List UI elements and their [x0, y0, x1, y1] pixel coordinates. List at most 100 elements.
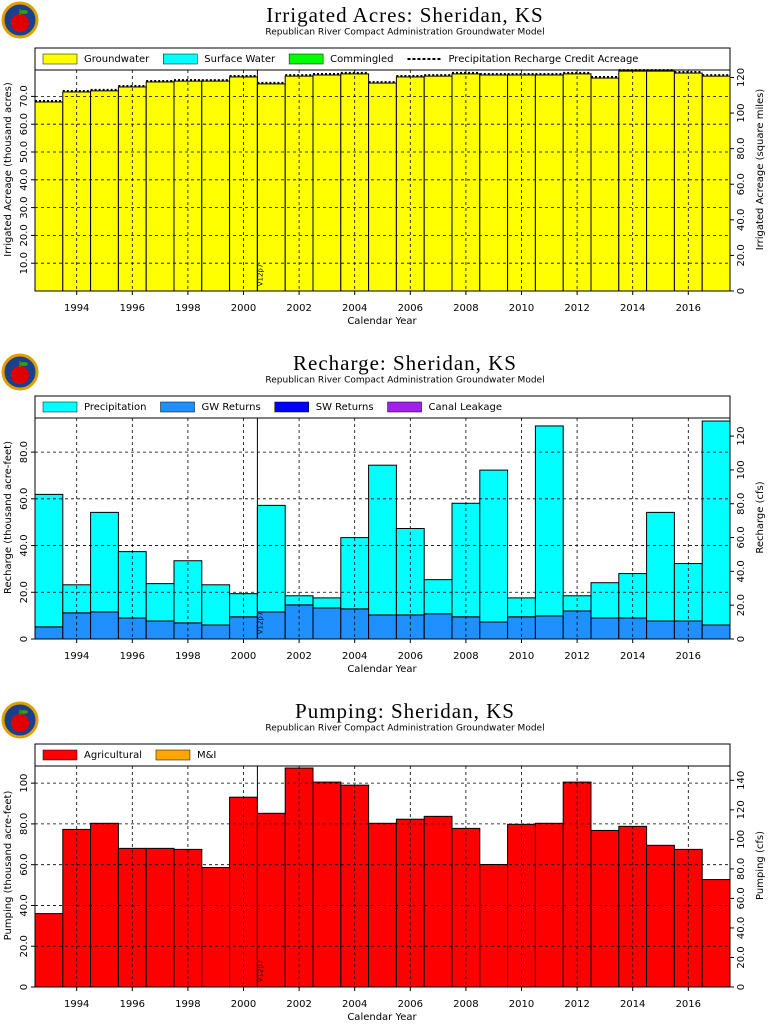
- x-tick-label: 2010: [509, 651, 534, 662]
- bar: [646, 620, 675, 640]
- bar: [145, 583, 175, 622]
- y2-tick-label: 80.0: [736, 493, 747, 515]
- x-axis-label: Calendar Year: [347, 316, 417, 327]
- chart-subtitle: Republican River Compact Administration …: [265, 28, 544, 38]
- annotation-label: V12p7: [256, 612, 264, 635]
- x-tick-label: 2006: [398, 651, 423, 662]
- bar: [646, 511, 675, 622]
- bar: [201, 584, 231, 626]
- y-tick-label: 60.0: [19, 488, 30, 510]
- bar: [145, 847, 175, 988]
- bar: [368, 82, 397, 292]
- y-axis-label: Pumping (thousand acre-feet): [3, 791, 14, 941]
- x-tick-label: 2004: [342, 651, 367, 662]
- bar: [701, 879, 731, 988]
- logo: [1, 701, 39, 739]
- y-tick-label: 20.0: [19, 935, 30, 957]
- y-tick-label: 30.0: [19, 196, 30, 218]
- bar: [312, 607, 342, 640]
- y2-tick-label: 40.0: [736, 917, 747, 939]
- plot-frame: [34, 47, 731, 292]
- x-tick-label: 2002: [286, 651, 311, 662]
- bar: [534, 74, 564, 292]
- y2-tick-label: 60.0: [736, 526, 747, 548]
- bar: [90, 511, 119, 613]
- chart-title: Pumping: Sheridan, KS: [295, 699, 515, 723]
- bar: [395, 528, 425, 616]
- y2-tick-label: 120: [736, 68, 747, 87]
- bar: [590, 77, 620, 292]
- y-tick-label: 40.0: [19, 169, 30, 191]
- y2-tick-label: 140: [736, 771, 747, 790]
- x-tick-label: 2012: [564, 999, 589, 1010]
- annotation-label: V12p7: [256, 960, 264, 983]
- x-tick-label: 2014: [620, 651, 645, 662]
- bar: [201, 867, 231, 988]
- annotation-label: V12p7: [256, 264, 264, 287]
- bar: [479, 74, 509, 292]
- legend-label: Surface Water: [204, 54, 276, 65]
- legend-swatch: [42, 401, 78, 413]
- legend-label: M&I: [197, 750, 216, 761]
- x-tick-label: 2000: [231, 303, 256, 314]
- x-tick-label: 1998: [175, 651, 200, 662]
- x-tick-label: 1998: [175, 999, 200, 1010]
- legend-label: Groundwater: [84, 54, 150, 65]
- legend-label: Canal Leakage: [429, 402, 502, 413]
- x-tick-label: 2014: [620, 999, 645, 1010]
- x-tick-label: 2000: [231, 651, 256, 662]
- y2-tick-label: 0: [736, 636, 747, 642]
- y2-tick-label: 80.0: [736, 858, 747, 880]
- y2-tick-label: 60.0: [736, 173, 747, 195]
- bar: [117, 86, 147, 292]
- y2-tick-label: 60.0: [736, 887, 747, 909]
- bar: [201, 80, 231, 292]
- bar: [201, 624, 231, 640]
- x-tick-label: 2008: [453, 303, 478, 314]
- bar: [145, 620, 175, 640]
- x-tick-label: 1996: [120, 999, 145, 1010]
- y-axis-label: Irrigated Acreage (thousand acres): [3, 82, 14, 257]
- x-tick-label: 1994: [64, 303, 89, 314]
- bar: [62, 828, 92, 988]
- x-tick-label: 2008: [453, 999, 478, 1010]
- x-tick-label: 1996: [120, 651, 145, 662]
- y2-axis-label: Pumping (cfs): [755, 831, 766, 900]
- legend-label: Precipitation: [84, 402, 147, 413]
- bar: [340, 537, 370, 610]
- bar: [701, 420, 731, 626]
- plot-frame: [34, 395, 731, 640]
- y2-tick-label: 0: [736, 984, 747, 990]
- y2-tick-label: 20.0: [736, 244, 747, 266]
- x-tick-label: 2012: [564, 651, 589, 662]
- bar: [590, 829, 620, 988]
- x-tick-label: 2002: [286, 303, 311, 314]
- legend-swatch: [387, 401, 422, 413]
- chart-panel: Irrigated Acres: Sheridan, KSRepublican …: [3, 3, 766, 327]
- chart-title: Irrigated Acres: Sheridan, KS: [266, 3, 543, 27]
- y2-tick-label: 0: [736, 288, 747, 294]
- y2-axis-label: Recharge (cfs): [755, 481, 766, 553]
- bar: [423, 815, 453, 988]
- bar: [534, 425, 564, 617]
- y2-tick-label: 100: [736, 830, 747, 849]
- y2-tick-label: 120: [736, 427, 747, 446]
- legend-label: Commingled: [330, 54, 393, 65]
- x-tick-label: 2004: [342, 303, 367, 314]
- x-tick-label: 1994: [64, 999, 89, 1010]
- y2-tick-label: 20.0: [736, 946, 747, 968]
- y-tick-label: 0: [19, 984, 30, 990]
- bar: [646, 70, 675, 292]
- bar: [590, 582, 620, 619]
- x-tick-label: 1994: [64, 651, 89, 662]
- chart-title: Recharge: Sheridan, KS: [293, 351, 517, 375]
- x-tick-label: 2014: [620, 303, 645, 314]
- x-tick-label: 2010: [509, 303, 534, 314]
- y-tick-label: 100: [19, 774, 30, 793]
- chart-subtitle: Republican River Compact Administration …: [265, 376, 544, 386]
- bar: [117, 551, 147, 619]
- x-tick-label: 2010: [509, 999, 534, 1010]
- y-tick-label: 20.0: [19, 224, 30, 246]
- legend-label: GW Returns: [202, 402, 261, 413]
